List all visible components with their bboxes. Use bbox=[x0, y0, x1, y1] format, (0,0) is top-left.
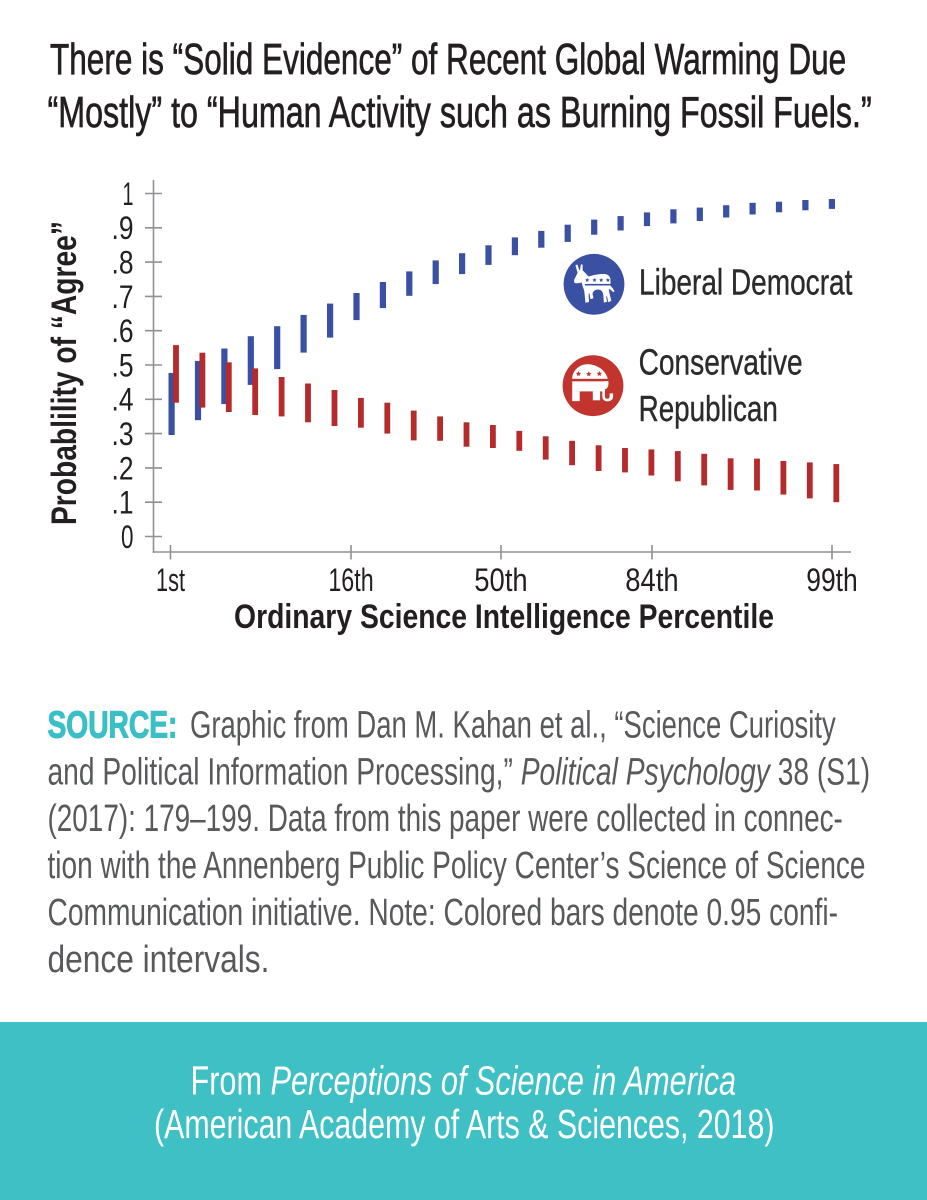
svg-text:16th: 16th bbox=[328, 562, 373, 597]
svg-text:.6: .6 bbox=[112, 314, 134, 350]
svg-text:.7: .7 bbox=[112, 279, 134, 315]
svg-text:Communication initiative. Note: Communication initiative. Note: Colored … bbox=[48, 892, 839, 934]
svg-text:.2: .2 bbox=[112, 451, 134, 487]
svg-text:tion with the Annenberg Public: tion with the Annenberg Public Policy Ce… bbox=[48, 845, 866, 887]
svg-text:“Mostly” to “Human Activity su: “Mostly” to “Human Activity such as Burn… bbox=[48, 88, 872, 137]
svg-text:and Political Information Proc: and Political Information Processing,” P… bbox=[48, 751, 871, 793]
svg-text:1: 1 bbox=[122, 176, 133, 212]
svg-text:1st: 1st bbox=[156, 562, 185, 598]
svg-text:.8: .8 bbox=[112, 245, 134, 281]
svg-text:(American Academy of Arts & Sc: (American Academy of Arts & Sciences, 20… bbox=[154, 1102, 774, 1147]
svg-text:Ordinary Science Intelligence: Ordinary Science Intelligence Percentile bbox=[234, 598, 774, 636]
svg-text:Republican: Republican bbox=[639, 388, 778, 428]
svg-text:From Perceptions of Science in: From Perceptions of Science in America bbox=[191, 1057, 737, 1103]
svg-text:.9: .9 bbox=[112, 211, 134, 247]
svg-text:Graphic from Dan M. Kahan et a: Graphic from Dan M. Kahan et al., “Scien… bbox=[190, 703, 836, 745]
svg-text:Liberal Democrat: Liberal Democrat bbox=[639, 262, 852, 302]
svg-text:Conservative: Conservative bbox=[639, 342, 803, 382]
svg-text:.3: .3 bbox=[112, 417, 134, 453]
svg-text:.1: .1 bbox=[112, 485, 134, 521]
svg-text:.4: .4 bbox=[112, 382, 134, 418]
svg-text:.5: .5 bbox=[112, 348, 134, 384]
svg-text:50th: 50th bbox=[474, 563, 527, 598]
svg-text:dence intervals.: dence intervals. bbox=[48, 938, 270, 980]
svg-text:There is “Solid Evidence” of R: There is “Solid Evidence” of Recent Glob… bbox=[50, 36, 846, 84]
svg-text:0: 0 bbox=[121, 519, 133, 555]
svg-text:Probablility of “Agree”: Probablility of “Agree” bbox=[44, 221, 84, 525]
svg-text:84th: 84th bbox=[625, 563, 678, 598]
svg-text:SOURCE:: SOURCE: bbox=[48, 705, 178, 747]
svg-text:(2017): 179–199. Data from thi: (2017): 179–199. Data from this paper we… bbox=[48, 798, 843, 840]
svg-text:99th: 99th bbox=[806, 562, 857, 598]
